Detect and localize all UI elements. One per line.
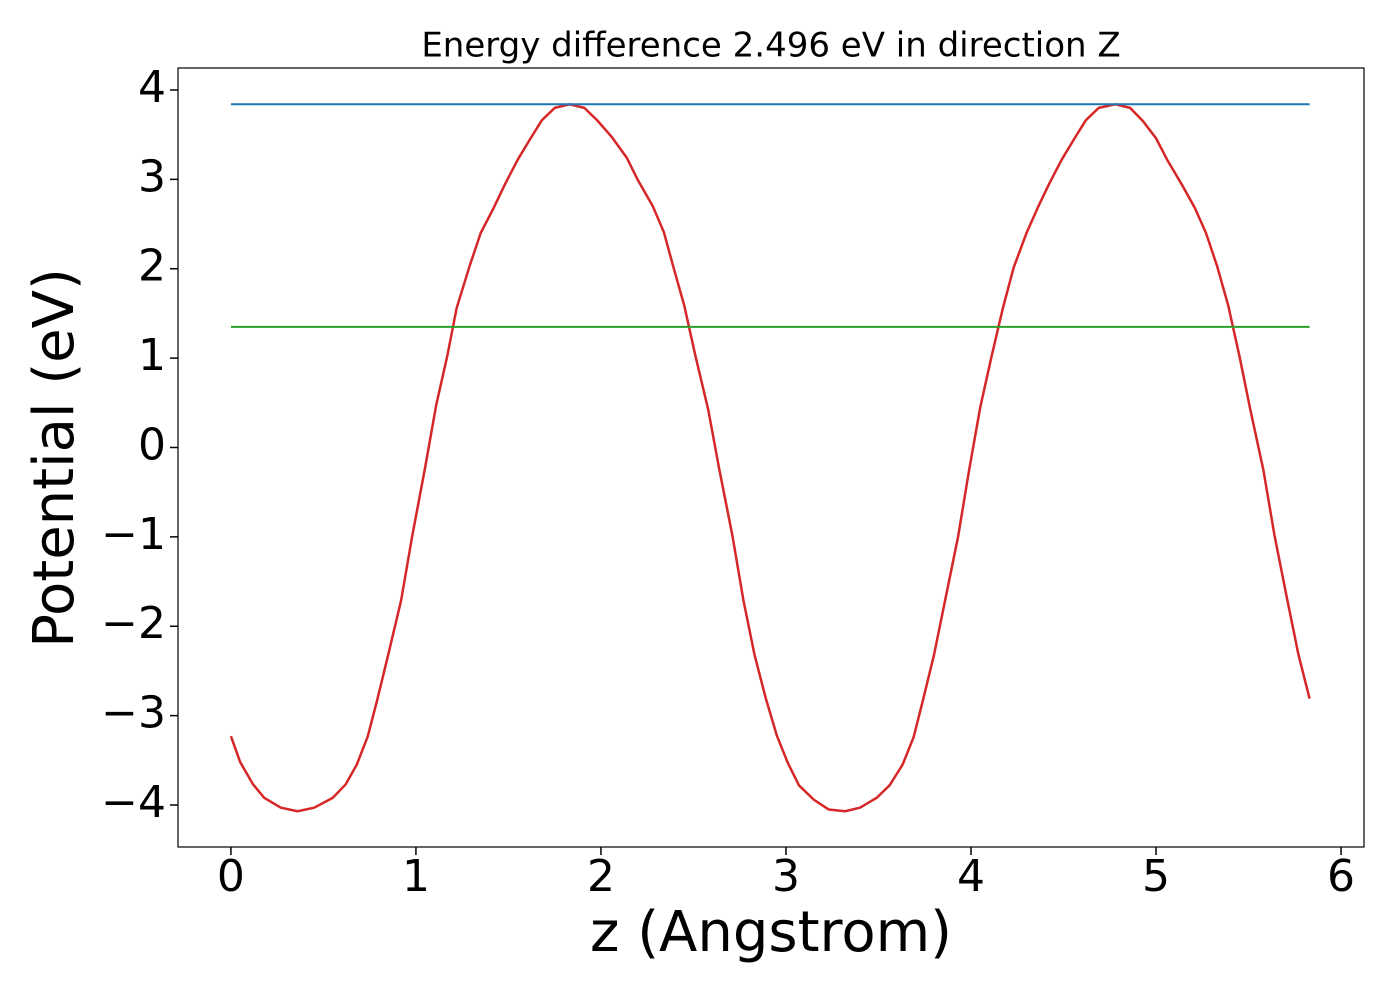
line-series <box>229 103 1311 813</box>
y-tick-label: −4 <box>101 777 166 828</box>
y-tick-label: 2 <box>138 241 166 292</box>
x-tick-label: 2 <box>587 851 615 902</box>
y-tick-label: 3 <box>138 151 166 202</box>
x-tick-label: 3 <box>772 851 800 902</box>
x-tick-label: 6 <box>1327 851 1355 902</box>
y-axis-label: Potential (eV) <box>22 268 87 648</box>
x-tick-label: 4 <box>957 851 985 902</box>
x-axis-label: z (Angstrom) <box>590 900 952 965</box>
y-tick-label: 4 <box>138 62 166 113</box>
y-tick-label: −2 <box>101 598 166 649</box>
y-tick-label: −1 <box>101 509 166 560</box>
y-tick-label: 0 <box>138 419 166 470</box>
y-tick-label: 1 <box>138 330 166 381</box>
x-tick-label: 0 <box>217 851 245 902</box>
y-tick-label: −3 <box>101 688 166 739</box>
chart-title: Energy difference 2.496 eV in direction … <box>421 26 1120 66</box>
x-tick-label: 1 <box>402 851 430 902</box>
plot-frame <box>177 67 1365 848</box>
x-tick-label: 5 <box>1142 851 1170 902</box>
